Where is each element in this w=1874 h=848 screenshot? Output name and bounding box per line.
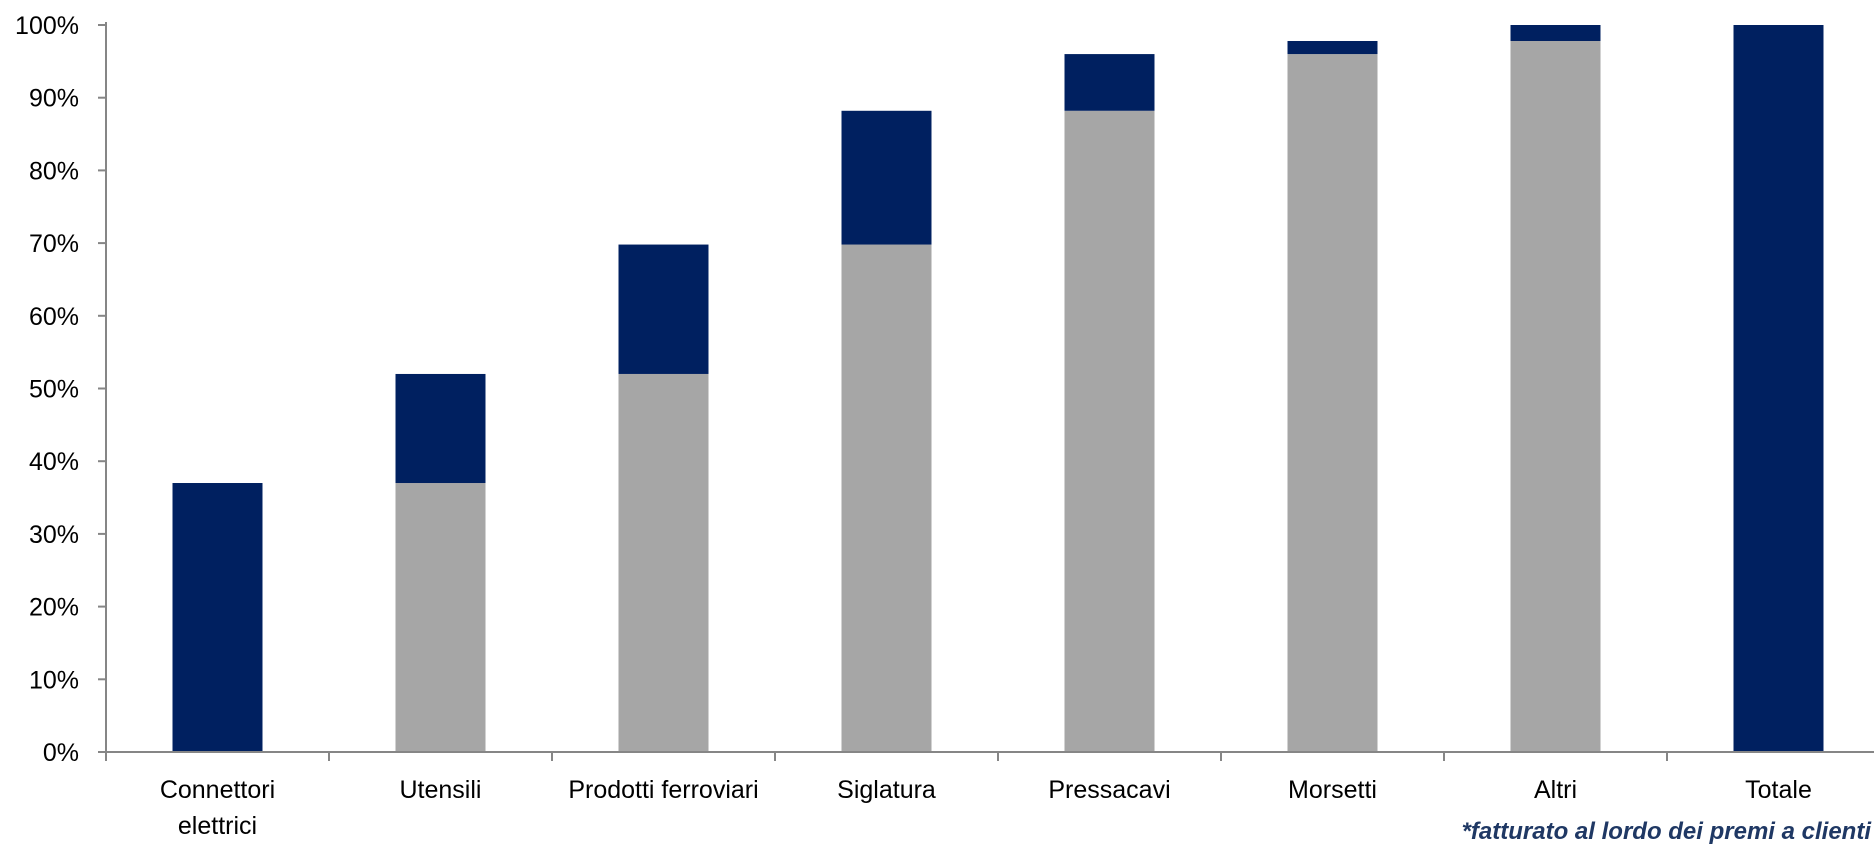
bar-increment: [395, 373, 486, 484]
category-label: Prodotti ferroviari: [568, 776, 758, 804]
bar-base: [1287, 54, 1378, 752]
bar-base: [1510, 40, 1601, 752]
y-tick-label: 100%: [15, 12, 79, 40]
bar-increment: [618, 244, 709, 374]
category-label: Connettori: [160, 776, 275, 804]
bar-increment: [1510, 25, 1601, 41]
y-tick-label: 10%: [29, 666, 79, 694]
category-label: Altri: [1534, 776, 1577, 804]
category-label: Utensili: [400, 776, 482, 804]
y-tick-label: 90%: [29, 85, 79, 113]
y-tick-label: 20%: [29, 594, 79, 622]
bar-increment: [172, 483, 263, 752]
y-tick-label: 0%: [43, 739, 79, 767]
category-label: Totale: [1745, 776, 1812, 804]
category-label: Siglatura: [837, 776, 936, 804]
bar-increment: [1733, 25, 1824, 752]
y-tick-label: 30%: [29, 521, 79, 549]
bar-base: [841, 244, 932, 752]
bar-increment: [841, 110, 932, 245]
y-tick-label: 60%: [29, 303, 79, 331]
bar-base: [395, 483, 486, 752]
y-tick-label: 80%: [29, 157, 79, 185]
bar-base: [1064, 110, 1155, 752]
category-label: Morsetti: [1288, 776, 1377, 804]
category-label: Pressacavi: [1048, 776, 1170, 804]
y-tick-label: 50%: [29, 376, 79, 404]
y-tick-label: 70%: [29, 230, 79, 258]
bar-increment: [1064, 54, 1155, 111]
category-label: elettrici: [178, 812, 257, 840]
bar-base: [618, 373, 709, 752]
bar-increment: [1287, 40, 1378, 55]
y-tick-label: 40%: [29, 448, 79, 476]
footnote: *fatturato al lordo dei premi a clienti: [1461, 818, 1871, 845]
